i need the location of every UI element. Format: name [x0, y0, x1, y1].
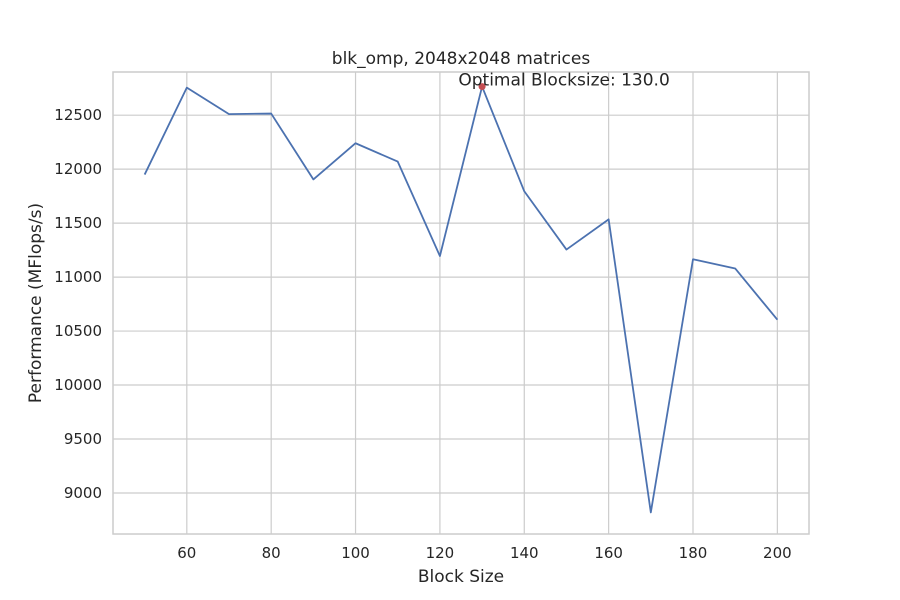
gridlines [113, 72, 809, 534]
y-tick-labels: 9000 9500 10000 10500 11000 11500 12000 12500 [54, 106, 102, 502]
axes-border [112, 71, 810, 535]
y-tick-label: 10000 [54, 376, 102, 394]
data-point [606, 217, 611, 222]
x-tick-label: 120 [426, 544, 455, 562]
x-tick-label: 200 [763, 544, 792, 562]
y-tick-label: 11000 [54, 268, 102, 286]
data-point [437, 254, 442, 259]
x-tick-labels: 60 80 100 120 140 160 180 200 [177, 544, 791, 562]
x-tick-label: 160 [594, 544, 623, 562]
y-tick-label: 12000 [54, 160, 102, 178]
data-point [184, 85, 189, 90]
y-tick-label: 11500 [54, 214, 102, 232]
data-point [522, 189, 527, 194]
y-tick-label: 9500 [64, 430, 102, 448]
optimal-point-marker [478, 83, 486, 91]
x-tick-label: 60 [177, 544, 196, 562]
data-point [353, 141, 358, 146]
data-point [269, 111, 274, 116]
x-tick-label: 80 [262, 544, 281, 562]
data-point [142, 172, 147, 177]
highlight-layer [478, 83, 486, 91]
data-point [395, 159, 400, 164]
x-tick-label: 140 [510, 544, 539, 562]
data-point [227, 112, 232, 117]
chart-title: blk_omp, 2048x2048 matrices [332, 49, 591, 69]
data-point [775, 317, 780, 322]
y-tick-label: 9000 [64, 484, 102, 502]
data-point [311, 177, 316, 182]
data-point [733, 266, 738, 271]
plot-area [113, 72, 809, 534]
series-line [143, 85, 779, 514]
x-tick-label: 100 [341, 544, 370, 562]
x-axis-label: Block Size [418, 567, 504, 587]
y-tick-label: 10500 [54, 322, 102, 340]
y-axis-label: Performance (MFlops/s) [26, 203, 46, 403]
data-point [691, 257, 696, 262]
data-point [648, 510, 653, 515]
y-tick-label: 12500 [54, 106, 102, 124]
axes-frame [112, 71, 810, 535]
data-point [564, 247, 569, 252]
x-tick-label: 180 [679, 544, 708, 562]
optimal-annotation: Optimal Blocksize: 130.0 [458, 71, 669, 91]
plot-background [113, 72, 809, 534]
series-layer [142, 85, 780, 515]
